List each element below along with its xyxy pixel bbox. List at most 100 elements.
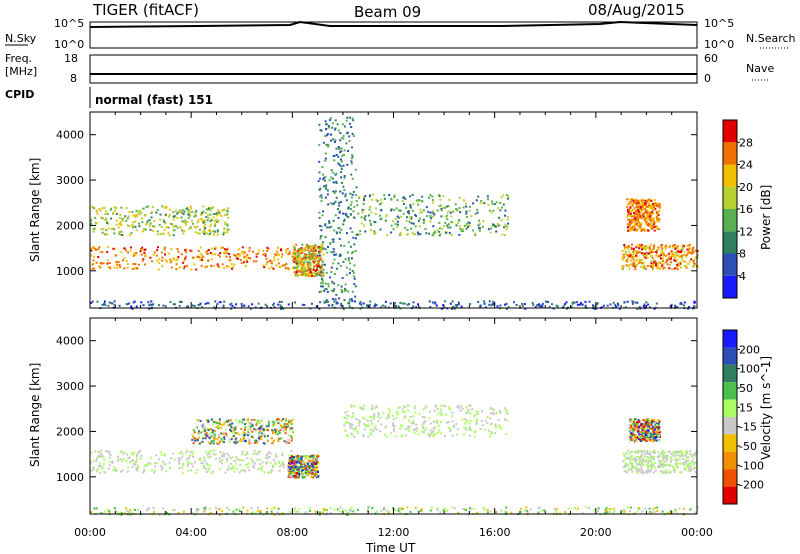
data-point [125,219,128,222]
data-point [609,303,612,306]
data-point [630,222,633,225]
data-point [656,213,658,216]
data-point [628,430,631,433]
data-point [275,419,278,422]
data-point [666,258,669,261]
data-point [475,418,478,421]
data-point [99,449,102,452]
data-point [442,304,445,307]
data-point [644,419,647,422]
data-point [241,433,244,436]
data-point [330,169,333,172]
data-point [343,424,346,427]
data-point [183,259,186,262]
data-point [289,475,292,478]
data-point [635,223,638,226]
data-point [249,425,252,428]
data-point [221,423,224,426]
data-point [548,306,551,308]
data-point [263,266,265,269]
data-point [643,437,646,440]
data-point [315,252,318,255]
data-point [222,432,225,435]
data-point [141,220,144,223]
data-point [655,427,658,430]
data-point [293,252,296,255]
data-point [200,431,203,434]
data-point [354,250,357,252]
data-point [463,426,466,429]
data-point [191,222,194,225]
data-point [132,268,134,270]
data-point [229,423,232,426]
data-point [362,196,365,199]
data-point [295,463,298,465]
data-point [315,511,318,514]
x-axis-label: Time UT [365,541,416,554]
data-point [235,456,238,459]
data-point [636,250,638,253]
x-tick-label: 00:00 [74,526,106,539]
data-point [655,210,658,213]
data-point [273,421,276,424]
data-point [306,243,308,246]
data-point [646,450,649,453]
data-point [432,225,435,228]
data-point [262,429,265,432]
data-point [156,462,159,464]
data-point [336,302,339,305]
data-point [368,195,371,198]
data-point [655,429,658,432]
data-point [451,415,454,417]
data-point [357,421,360,424]
data-point [431,210,434,213]
data-point [313,245,316,248]
data-point [674,259,677,262]
data-point [165,512,168,515]
data-point [253,449,256,452]
data-point [320,277,323,280]
data-point [339,151,341,154]
data-point [271,429,274,432]
data-point [430,432,433,435]
data-point [634,435,637,438]
data-point [331,280,334,283]
data-point [245,451,248,454]
data-point [683,250,686,253]
data-point [647,222,650,225]
data-point [660,451,663,454]
data-point [288,419,291,422]
data-point [342,164,345,167]
data-point [167,226,170,229]
data-point [194,439,197,442]
data-point [314,465,317,468]
data-point [144,254,147,257]
data-point [142,207,145,210]
data-point [227,419,230,422]
data-point [201,462,204,465]
data-point [521,302,523,305]
data-point [324,288,327,291]
data-point [579,302,582,304]
data-point [229,259,232,262]
data-point [417,200,420,203]
data-point [188,461,191,464]
data-point [360,216,363,219]
data-point [679,471,682,474]
data-point [216,438,219,441]
data-point [648,464,651,467]
data-point [224,221,227,224]
data-point [489,407,492,410]
data-point [633,440,636,443]
data-point [115,219,118,222]
data-point [254,462,256,465]
data-point [209,511,212,514]
data-point [266,452,269,455]
data-point [651,206,654,209]
data-point [301,465,304,468]
data-point [419,509,422,512]
data-point [351,290,354,293]
data-point [634,268,637,271]
data-point [293,261,296,263]
data-point [285,263,288,265]
